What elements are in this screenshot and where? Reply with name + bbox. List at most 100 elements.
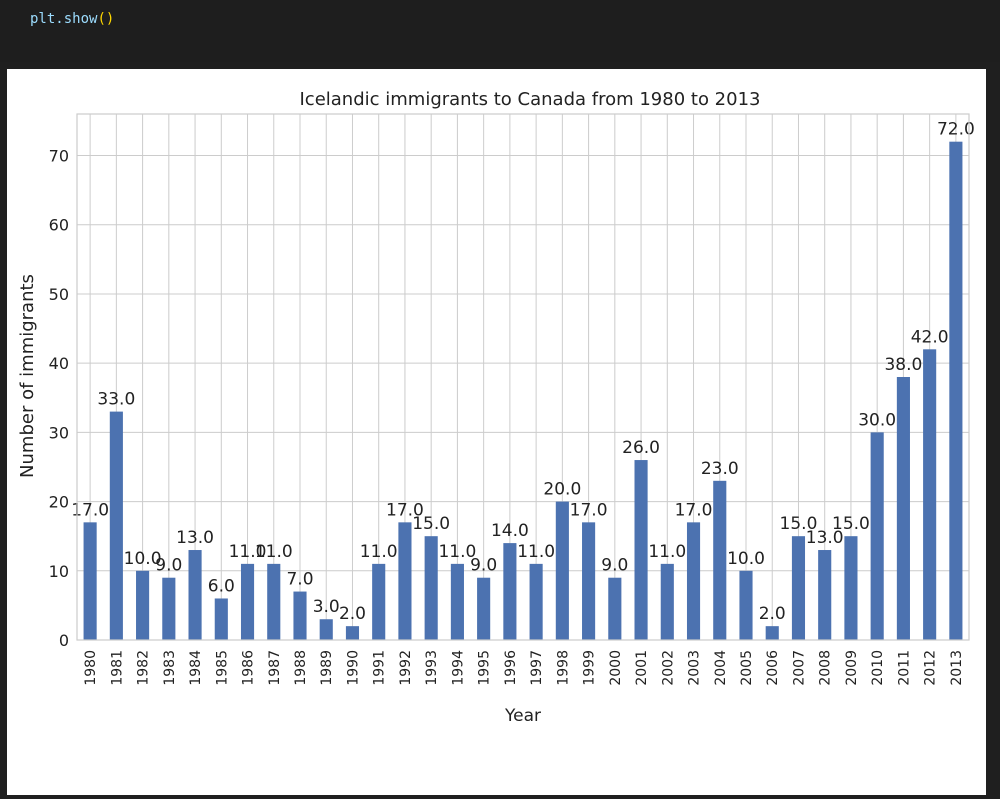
bar-1996 (503, 543, 517, 640)
y-tick-labels: 0 10 20 30 40 50 60 70 (49, 147, 69, 650)
bar-1982 (136, 570, 150, 640)
y-tick-label: 40 (49, 354, 69, 373)
x-tick-label: 2004 (713, 650, 729, 686)
x-tick-labels: 1980 1981 1982 1983 1984 1985 1986 1987 1988 1989… (83, 650, 965, 686)
bar-value-label: 15.0 (412, 514, 450, 534)
bar-value-label: 9.0 (601, 556, 628, 576)
bar-1985 (214, 598, 228, 640)
bar-2010 (870, 432, 884, 640)
bar-value-label: 11.0 (438, 542, 476, 562)
bar-1995 (477, 577, 491, 640)
bar-value-label: 15.0 (780, 514, 818, 534)
bar-value-label: 6.0 (208, 576, 235, 596)
bar-value-label: 2.0 (339, 604, 366, 624)
x-tick-label: 1995 (477, 650, 493, 686)
plot-frame (76, 113, 970, 641)
x-tick-label: 1987 (267, 650, 283, 686)
chart-title: Icelandic immigrants to Canada from 1980… (299, 89, 760, 110)
bar-value-label: 10.0 (727, 549, 765, 569)
x-tick-label: 1990 (345, 650, 361, 686)
x-tick-label: 1988 (293, 650, 309, 686)
x-tick-label: 2005 (739, 650, 755, 686)
bar-1990 (345, 626, 360, 640)
y-tick-label: 50 (49, 285, 69, 304)
bar-2005 (739, 570, 753, 640)
code-parens: () (97, 11, 115, 27)
bar-value-label: 17.0 (386, 500, 424, 520)
bar-1997 (529, 563, 543, 640)
x-tick-label: 1994 (450, 650, 466, 686)
bar-2001 (634, 460, 648, 640)
y-tick-label: 0 (59, 631, 69, 650)
x-tick-label: 1991 (372, 650, 388, 686)
bar-value-label: 13.0 (806, 528, 844, 548)
bar-value-label: 14.0 (491, 521, 529, 541)
code-method: show (63, 11, 98, 27)
bar-value-labels: 17.033.010.09.013.06.011.011.07.03.0 2.01… (71, 120, 975, 624)
x-tick-label: 2010 (870, 650, 886, 686)
y-tick-label: 30 (49, 423, 69, 442)
y-tick-label: 60 (49, 216, 69, 235)
bar-2003 (686, 522, 701, 640)
bar-2012 (923, 349, 937, 640)
bar-value-label: 23.0 (701, 459, 739, 479)
bar-1998 (555, 501, 569, 640)
bars (83, 141, 963, 640)
x-tick-label: 2007 (791, 650, 807, 686)
bar-value-label: 26.0 (622, 438, 660, 458)
bar-2013 (949, 141, 963, 640)
bar-2009 (844, 536, 858, 640)
bar-1992 (398, 522, 412, 640)
y-axis-label: Number of immigrants (17, 274, 38, 478)
code-cell[interactable]: plt.show() (0, 0, 1000, 62)
bar-1984 (188, 550, 202, 640)
x-tick-label: 2001 (634, 650, 650, 686)
bar-2006 (765, 626, 779, 640)
x-tick-label: 1992 (398, 650, 414, 686)
bar-value-label: 38.0 (884, 355, 922, 375)
x-tick-label: 2009 (844, 650, 860, 686)
bar-value-label: 3.0 (313, 597, 340, 617)
x-tick-label: 2012 (923, 650, 939, 686)
bar-value-label: 33.0 (97, 390, 135, 410)
bar-2000 (608, 577, 622, 640)
bar-value-label: 2.0 (759, 604, 786, 624)
x-tick-label: 2000 (608, 650, 624, 686)
bar-1988 (293, 591, 307, 640)
bar-1987 (267, 563, 281, 640)
x-tick-label: 2006 (765, 650, 781, 686)
bar-1980 (83, 522, 97, 640)
x-tick-label: 1980 (83, 650, 99, 686)
bar-2004 (713, 480, 727, 640)
bar-1981 (109, 411, 123, 640)
bar-2011 (896, 377, 910, 640)
x-tick-label: 2003 (687, 650, 703, 686)
x-tick-label: 2002 (660, 650, 676, 686)
x-tick-label: 1981 (109, 650, 125, 686)
x-tick-label: 1989 (319, 650, 335, 686)
x-tick-label: 1983 (162, 650, 178, 686)
bar-value-label: 13.0 (176, 528, 214, 548)
x-axis-label: Year (504, 706, 541, 726)
axes-frame (76, 113, 970, 641)
bar-value-label: 17.0 (570, 500, 608, 520)
x-tick-label: 1993 (424, 650, 440, 686)
x-tick-label: 1999 (582, 650, 598, 686)
bar-value-label: 11.0 (517, 542, 555, 562)
x-tick-label: 1986 (241, 650, 257, 686)
bar-value-label: 10.0 (124, 549, 162, 569)
bar-value-label: 42.0 (911, 327, 949, 347)
bar-value-label: 11.0 (360, 542, 398, 562)
bar-value-label: 9.0 (470, 556, 497, 576)
y-tick-label: 20 (49, 493, 69, 512)
bar-2002 (660, 563, 674, 640)
bar-2007 (791, 536, 806, 640)
bar-1989 (319, 619, 333, 640)
x-tick-label: 2008 (818, 650, 834, 686)
bar-1986 (240, 563, 255, 640)
bar-2008 (818, 550, 832, 640)
code-object: plt. (30, 11, 64, 27)
y-gridlines (77, 155, 969, 641)
bar-value-label: 7.0 (286, 570, 313, 590)
x-tick-label: 2013 (949, 650, 965, 686)
